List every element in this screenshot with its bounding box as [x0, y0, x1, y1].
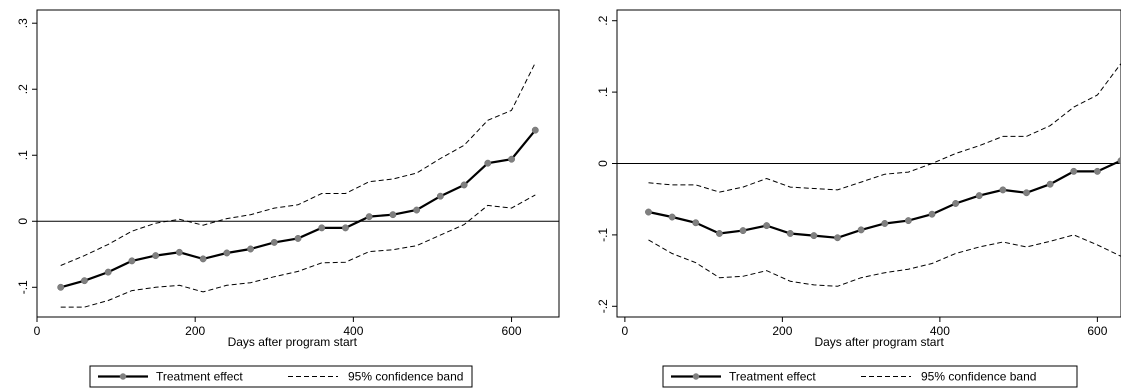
- treatment-effect-point: [692, 219, 700, 227]
- y-tick-label: -.1: [16, 280, 30, 294]
- legend-box: [89, 365, 473, 388]
- x-axis-title: Days after program start: [228, 335, 358, 349]
- treatment-effect-point: [318, 224, 326, 232]
- y-tick-label: -.1: [596, 228, 610, 242]
- treatment-effect-point: [223, 249, 231, 257]
- y-tick-label: 0: [16, 218, 30, 225]
- treatment-effect-point: [57, 283, 65, 291]
- x-tick-label: 400: [930, 324, 950, 338]
- treatment-effect-point: [881, 220, 889, 227]
- treatment-effect-point: [175, 248, 183, 256]
- treatment-effect-point: [152, 252, 160, 260]
- treatment-effect-point: [763, 222, 771, 230]
- plot-area: [57, 62, 539, 308]
- x-axis-title: Days after program start: [814, 335, 944, 349]
- treatment-effect-point: [508, 155, 515, 163]
- plot-area: [645, 63, 1121, 287]
- legend-label-treatment-effect: Treatment effect: [729, 370, 816, 384]
- legend: Treatment effect 95% confidence band: [89, 365, 473, 388]
- treatment-effect-point: [1023, 189, 1030, 197]
- treatment-effect-point: [810, 232, 818, 240]
- x-tick-label: 0: [34, 324, 41, 338]
- y-tick-label: .1: [596, 87, 610, 97]
- treatment-effect-point: [199, 255, 207, 263]
- upper-confidence-band-line: [648, 63, 1121, 193]
- y-tick-label: .2: [16, 84, 30, 94]
- treatment-effect-point: [436, 192, 444, 200]
- legend-marker-swatch: [119, 373, 127, 380]
- treatment-effect-point: [531, 126, 539, 134]
- y-tick-label: -.2: [596, 299, 610, 313]
- x-tick-label: 200: [185, 324, 205, 338]
- treatment-effect-point: [1070, 167, 1078, 175]
- treatment-effect-point: [904, 217, 912, 225]
- treatment-effect-point: [857, 226, 865, 234]
- treatment-effect-point: [975, 192, 983, 200]
- x-tick-label: 400: [343, 324, 363, 338]
- treatment-effect-point: [739, 227, 747, 235]
- x-tick-label: 600: [1087, 324, 1107, 338]
- treatment-effect-point: [247, 245, 254, 253]
- treatment-effect-point: [389, 211, 397, 219]
- y-tick-label: .3: [16, 18, 30, 28]
- treatment-effect-point: [1117, 157, 1121, 165]
- x-tick-label: 200: [772, 324, 792, 338]
- treatment-effect-point: [1046, 180, 1054, 188]
- treatment-effect-point: [928, 210, 936, 218]
- lower-confidence-band-line: [648, 234, 1121, 287]
- treatment-effect-point: [128, 257, 136, 265]
- plot-frame: [36, 9, 560, 318]
- legend-label-confidence-band: 95% confidence band: [921, 370, 1036, 384]
- chart-panel-1: -.1 0 .1 .2 .3 0 200 400 600 Days after program s…: [16, 9, 560, 388]
- legend-label-treatment-effect: Treatment effect: [156, 370, 243, 384]
- treatment-effect-point: [270, 238, 278, 246]
- x-tick-label: 600: [502, 324, 522, 338]
- treatment-effect-point: [952, 200, 960, 207]
- x-tick-label: 0: [622, 324, 629, 338]
- treatment-effect-point: [365, 213, 373, 221]
- legend: Treatment effect 95% confidence band: [662, 365, 1078, 388]
- y-tick-label: 0: [596, 160, 610, 167]
- chart-panel-2: -.2 -.1 0 .1 .2 0 200 400 600 Days after program …: [596, 9, 1121, 388]
- treatment-effect-point: [668, 213, 676, 221]
- treatment-effect-point: [999, 186, 1007, 194]
- y-tick-label: .1: [16, 150, 30, 160]
- legend-marker-swatch: [692, 373, 700, 380]
- treatment-effect-point: [294, 234, 302, 242]
- treatment-effect-point: [413, 206, 421, 214]
- lower-confidence-band-line: [60, 194, 536, 308]
- treatment-effect-point: [342, 224, 349, 232]
- upper-confidence-band-line: [60, 62, 536, 266]
- treatment-effect-point: [81, 277, 88, 285]
- treatment-effect-point: [460, 181, 468, 189]
- treatment-effect-point: [1093, 167, 1101, 175]
- treatment-effect-point: [104, 268, 112, 276]
- treatment-effect-point: [484, 159, 492, 167]
- treatment-effect-point: [645, 208, 652, 216]
- legend-label-confidence-band: 95% confidence band: [348, 370, 463, 384]
- treatment-effect-point: [786, 230, 794, 237]
- treatment-effect-point: [715, 230, 723, 237]
- y-tick-label: .2: [596, 15, 610, 25]
- treatment-effect-point: [834, 234, 841, 242]
